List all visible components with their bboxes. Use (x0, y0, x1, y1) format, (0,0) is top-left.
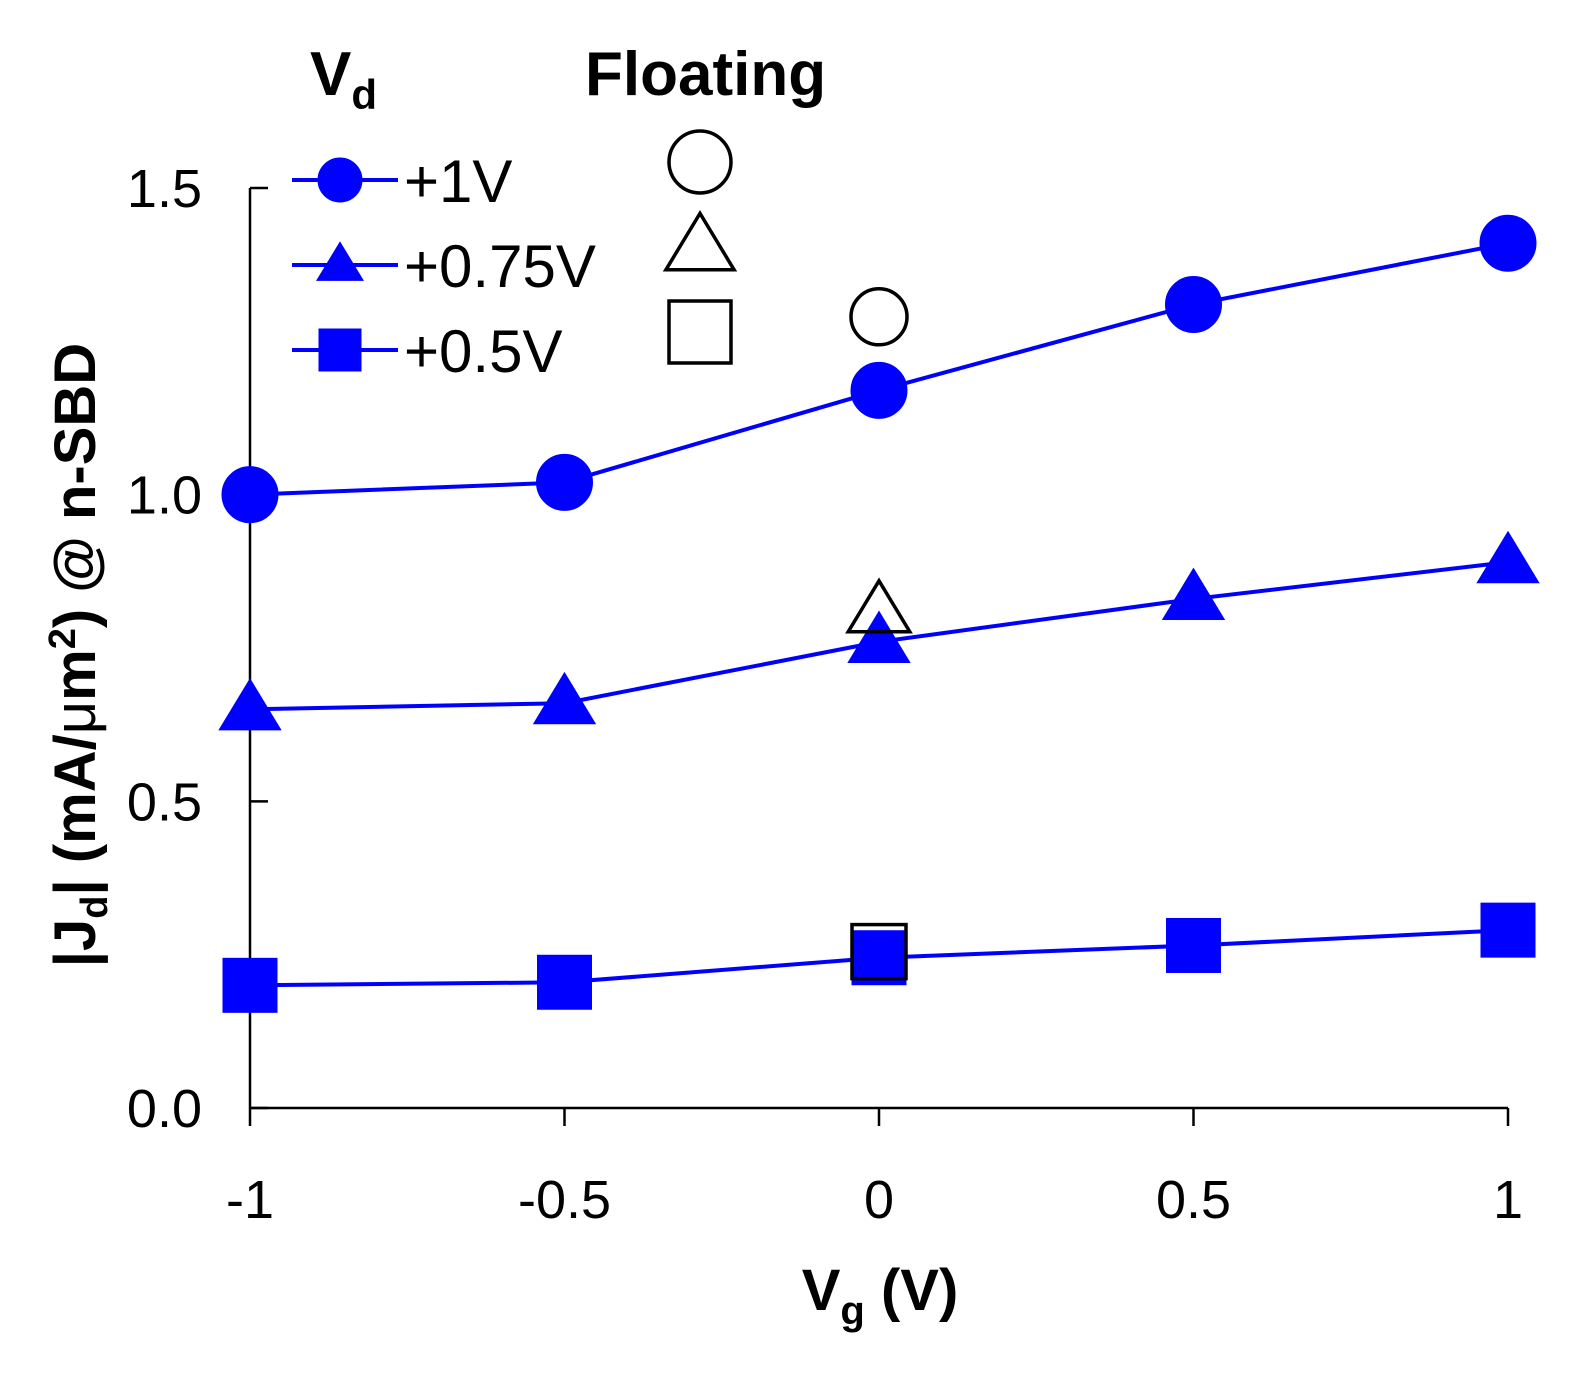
x-tick-label: 1 (1493, 1170, 1523, 1230)
data-point (1165, 276, 1222, 334)
data-point (1161, 567, 1226, 621)
x-ticks: -1 -0.5 0 0.5 1 (226, 1108, 1523, 1230)
floating-layer (845, 287, 913, 981)
y-tick-label: 0.0 (127, 1079, 202, 1139)
series-layer (218, 214, 1540, 1013)
x-tick-label: -1 (226, 1170, 274, 1230)
data-point (536, 453, 593, 511)
legend-label: +0.5V (404, 318, 562, 385)
floating-point (849, 287, 909, 347)
x-tick-label: 0 (864, 1170, 894, 1230)
data-point (850, 361, 908, 419)
floating-point (850, 922, 908, 981)
y-tick-label: 1.0 (127, 466, 202, 526)
legend-label: +1V (404, 148, 512, 215)
y-ticks: 0.0 0.5 1.0 1.5 (127, 159, 268, 1139)
legend-floating-header: Floating (585, 40, 826, 109)
data-point (532, 671, 597, 725)
legend-vd-header: Vd (310, 40, 377, 118)
floating-point (845, 577, 913, 634)
data-point (218, 677, 282, 731)
data-point (851, 930, 907, 986)
legend-floating-marker (667, 129, 733, 195)
data-point (537, 954, 592, 1010)
data-point (1479, 214, 1537, 272)
data-point (1476, 530, 1540, 584)
x-tick-label: -0.5 (518, 1170, 611, 1230)
legend-label: +0.75V (404, 233, 596, 300)
y-tick-label: 0.5 (127, 772, 202, 832)
legend: +1V +0.75V +0.5V (292, 129, 738, 385)
data-point (847, 610, 911, 663)
data-point (1166, 917, 1221, 973)
y-axis-title: |Jd| (mA/μm2) @ n-SBD (42, 343, 116, 967)
x-axis-title: Vg (V) (802, 1258, 959, 1333)
data-point (221, 466, 279, 524)
legend-marker (317, 157, 363, 203)
y-tick-label: 1.5 (127, 159, 202, 219)
legend-floating-marker (667, 299, 733, 365)
legend-floating-marker (662, 209, 738, 272)
x-tick-label: 0.5 (1156, 1170, 1231, 1230)
legend-marker (318, 328, 362, 372)
data-point (1480, 902, 1536, 958)
data-point (222, 957, 278, 1013)
legend-marker (316, 241, 364, 281)
